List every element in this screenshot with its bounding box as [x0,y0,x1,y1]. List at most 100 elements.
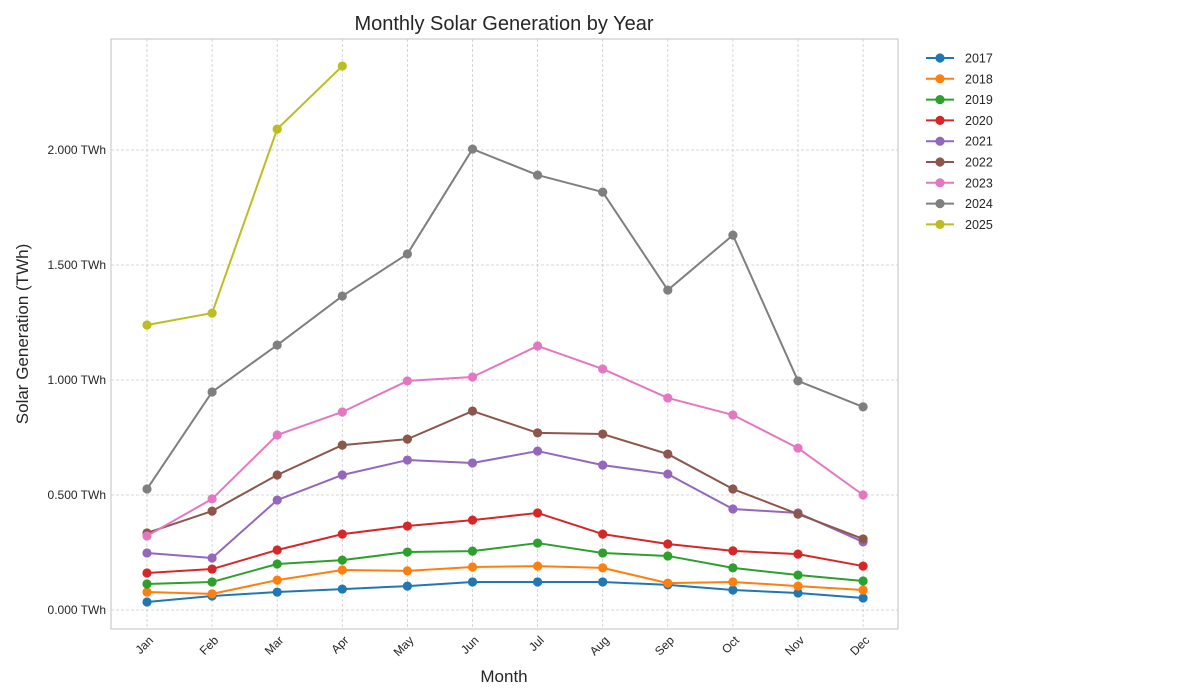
data-point [858,561,868,571]
y-tick-label: 2.000 TWh [48,143,106,157]
y-axis-ticks: 0.000 TWh 0.500 TWh 1.000 TWh 1.500 TWh 2.00… [48,143,106,617]
data-point [858,534,868,544]
data-point [272,430,282,440]
legend-label: 2025 [965,218,993,232]
y-tick-label: 1.000 TWh [48,373,106,387]
series-line [146,511,864,574]
data-point [858,402,868,412]
data-point [467,406,478,416]
data-point [467,515,478,525]
x-axis-ticks: Jan Feb Mar Apr May Jun Jul Aug Sep Oct Nov Dec [133,633,873,659]
x-axis-label: Month [480,667,527,686]
series-line [146,542,864,586]
data-point [207,494,217,504]
data-point [728,546,738,556]
data-point [598,187,608,197]
data-point [337,407,347,417]
legend-item-2025: 2025 [926,218,993,232]
data-point [728,563,738,573]
x-tick-label: Apr [328,633,351,656]
data-point [467,144,478,154]
data-point [402,547,412,557]
legend-marker-icon [935,157,945,167]
data-point [533,341,543,351]
data-point [663,578,673,588]
data-point [728,484,738,494]
x-tick-label: Feb [197,633,222,658]
data-point [598,577,608,587]
legend-marker-icon [935,115,945,125]
data-point [728,577,738,587]
data-point [467,458,478,468]
data-point [728,585,738,595]
legend-item-2022: 2022 [926,156,993,170]
data-point [533,170,543,180]
data-point [598,529,608,539]
data-point [402,376,412,386]
data-point [533,508,543,518]
data-point [142,320,152,330]
data-point [533,446,543,456]
data-point [272,470,282,480]
legend: 2017 2018 2019 2020 2021 2022 2023 2024 2025 [926,52,993,232]
data-point [402,249,412,259]
data-point [793,588,803,598]
plot-frame [110,38,899,630]
data-point [207,387,217,397]
grid-layer [111,39,898,629]
data-point [793,549,803,559]
data-point [272,495,282,505]
legend-label: 2020 [965,114,993,128]
data-point [793,570,803,580]
data-point [337,555,347,565]
legend-marker-icon [935,95,945,105]
data-point [598,429,608,439]
data-point [142,531,152,541]
data-point [598,460,608,470]
data-point [663,539,673,549]
data-point [207,506,217,516]
data-point [858,576,868,586]
y-axis-label: Solar Generation (TWh) [13,244,32,424]
data-point [598,364,608,374]
data-point [142,597,152,607]
data-point [272,124,282,134]
data-point [858,490,868,500]
series-line [146,148,864,490]
series-line [146,344,864,537]
series-layer [142,61,868,607]
data-point [533,428,543,438]
data-point [402,566,412,576]
legend-marker-icon [935,53,945,63]
series-line [146,580,864,603]
y-tick-label: 0.000 TWh [48,603,106,617]
data-point [337,470,347,480]
data-point [793,376,803,386]
legend-label: 2022 [965,156,993,170]
data-point [337,440,347,450]
chart-title: Monthly Solar Generation by Year [354,13,653,35]
x-tick-label: Jul [526,633,547,654]
data-point [142,579,152,589]
data-point [728,504,738,514]
legend-item-2019: 2019 [926,93,993,107]
series-2019 [142,538,868,589]
data-point [663,469,673,479]
data-point [402,455,412,465]
legend-label: 2024 [965,197,993,211]
series-line [146,65,343,327]
data-point [207,308,217,318]
legend-marker-icon [935,74,945,84]
data-point [663,449,673,459]
legend-item-2023: 2023 [926,176,993,190]
series-line [146,410,864,540]
x-tick-label: May [391,633,417,659]
data-point [402,434,412,444]
x-tick-label: Sep [652,633,677,658]
data-point [467,372,478,382]
data-point [663,285,673,295]
data-point [337,584,347,594]
data-point [272,340,282,350]
legend-label: 2017 [965,52,993,66]
legend-item-2024: 2024 [926,197,993,211]
